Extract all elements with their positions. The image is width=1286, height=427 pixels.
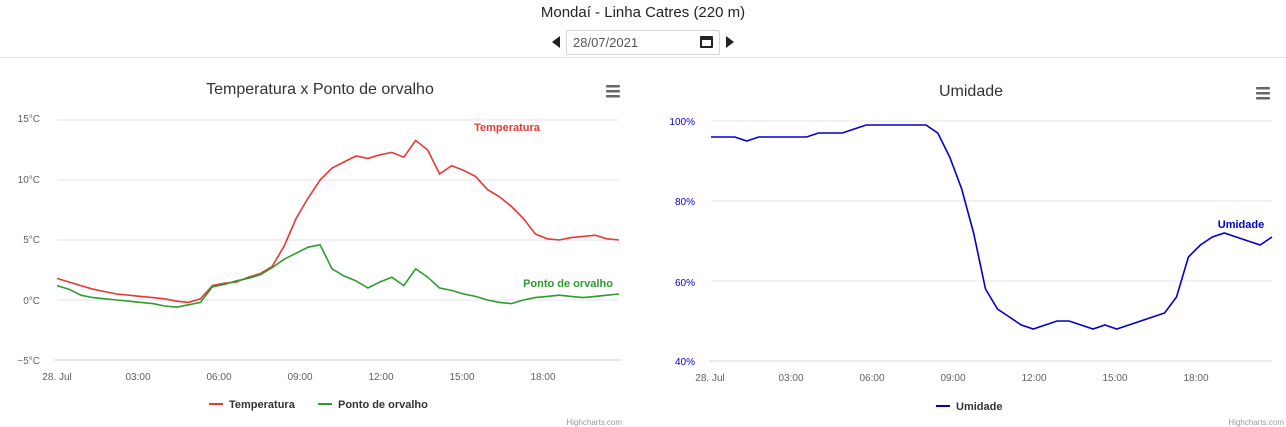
legend: Temperatura Ponto de orvalho <box>209 399 428 411</box>
date-input[interactable]: 28/07/2021 <box>566 29 720 55</box>
chart-title: Temperatura x Ponto de orvalho <box>206 81 434 98</box>
legend-item-temperatura[interactable]: Temperatura <box>209 399 296 411</box>
y-tick-label: 60% <box>675 278 695 289</box>
date-value: 28/07/2021 <box>573 34 639 50</box>
chart-menu-icon[interactable] <box>1256 87 1270 100</box>
legend-label: Ponto de orvalho <box>338 399 428 411</box>
x-tick-label: 09:00 <box>287 372 312 383</box>
station-title: Mondaí - Linha Catres (220 m) <box>540 4 746 21</box>
y-axis-labels: 40% 60% 80% 100% <box>669 117 695 368</box>
credits[interactable]: Highcharts.com <box>1228 418 1284 427</box>
y-tick-label: 15°C <box>18 114 40 125</box>
y-tick-label: −5°C <box>17 356 40 367</box>
series-label-temperatura: Temperatura <box>474 122 541 134</box>
legend-label: Temperatura <box>229 399 296 411</box>
header-divider <box>0 57 1286 58</box>
x-tick-label: 09:00 <box>940 373 965 384</box>
y-axis-labels: −5°C 0°C 5°C 10°C 15°C <box>17 114 40 367</box>
gridlines <box>711 120 1272 362</box>
y-tick-label: 100% <box>669 117 695 128</box>
page-header: Mondaí - Linha Catres (220 m) 28/07/2021 <box>0 0 1286 58</box>
y-tick-label: 40% <box>675 357 695 368</box>
y-tick-label: 80% <box>675 197 695 208</box>
chart-title: Umidade <box>939 83 1003 100</box>
x-tick-label: 03:00 <box>778 373 803 384</box>
legend: Umidade <box>936 401 1002 413</box>
temperature-dewpoint-chart: Temperatura x Ponto de orvalho −5°C 0°C … <box>17 81 622 427</box>
legend-item-umidade[interactable]: Umidade <box>936 401 1002 413</box>
series-line-temperatura[interactable] <box>56 139 620 304</box>
gridlines <box>57 119 619 361</box>
x-tick-label: 06:00 <box>859 373 884 384</box>
x-tick-label: 28. Jul <box>695 373 724 384</box>
series-label-ponto-de-orvalho: Ponto de orvalho <box>523 278 613 290</box>
date-navigator: 28/07/2021 <box>0 29 1286 55</box>
x-tick-label: 06:00 <box>206 372 231 383</box>
series-line-umidade[interactable] <box>711 124 1273 330</box>
y-tick-label: 0°C <box>23 296 40 307</box>
x-tick-label: 15:00 <box>449 372 474 383</box>
y-tick-label: 5°C <box>23 235 40 246</box>
x-tick-label: 12:00 <box>1021 373 1046 384</box>
previous-day-icon[interactable] <box>552 36 560 48</box>
credits[interactable]: Highcharts.com <box>566 418 622 427</box>
x-tick-label: 15:00 <box>1102 373 1127 384</box>
y-tick-label: 10°C <box>18 175 40 186</box>
x-tick-label: 28. Jul <box>42 372 71 383</box>
x-tick-label: 18:00 <box>530 372 555 383</box>
x-tick-label: 18:00 <box>1183 373 1208 384</box>
x-tick-label: 03:00 <box>125 372 150 383</box>
x-axis-labels: 28. Jul 03:00 06:00 09:00 12:00 15:00 18… <box>695 373 1209 384</box>
legend-label: Umidade <box>956 401 1002 413</box>
chart-menu-icon[interactable] <box>606 85 620 98</box>
next-day-icon[interactable] <box>726 36 734 48</box>
calendar-icon[interactable] <box>700 36 713 48</box>
x-tick-label: 12:00 <box>368 372 393 383</box>
series-label-umidade: Umidade <box>1218 219 1264 231</box>
series-line-ponto-de-orvalho[interactable] <box>56 243 620 309</box>
x-axis-labels: 28. Jul 03:00 06:00 09:00 12:00 15:00 18… <box>42 372 556 383</box>
legend-item-ponto-de-orvalho[interactable]: Ponto de orvalho <box>318 399 428 411</box>
humidity-chart: Umidade 40% 60% 80% 100% 28. Jul 03:00 0… <box>669 83 1284 427</box>
